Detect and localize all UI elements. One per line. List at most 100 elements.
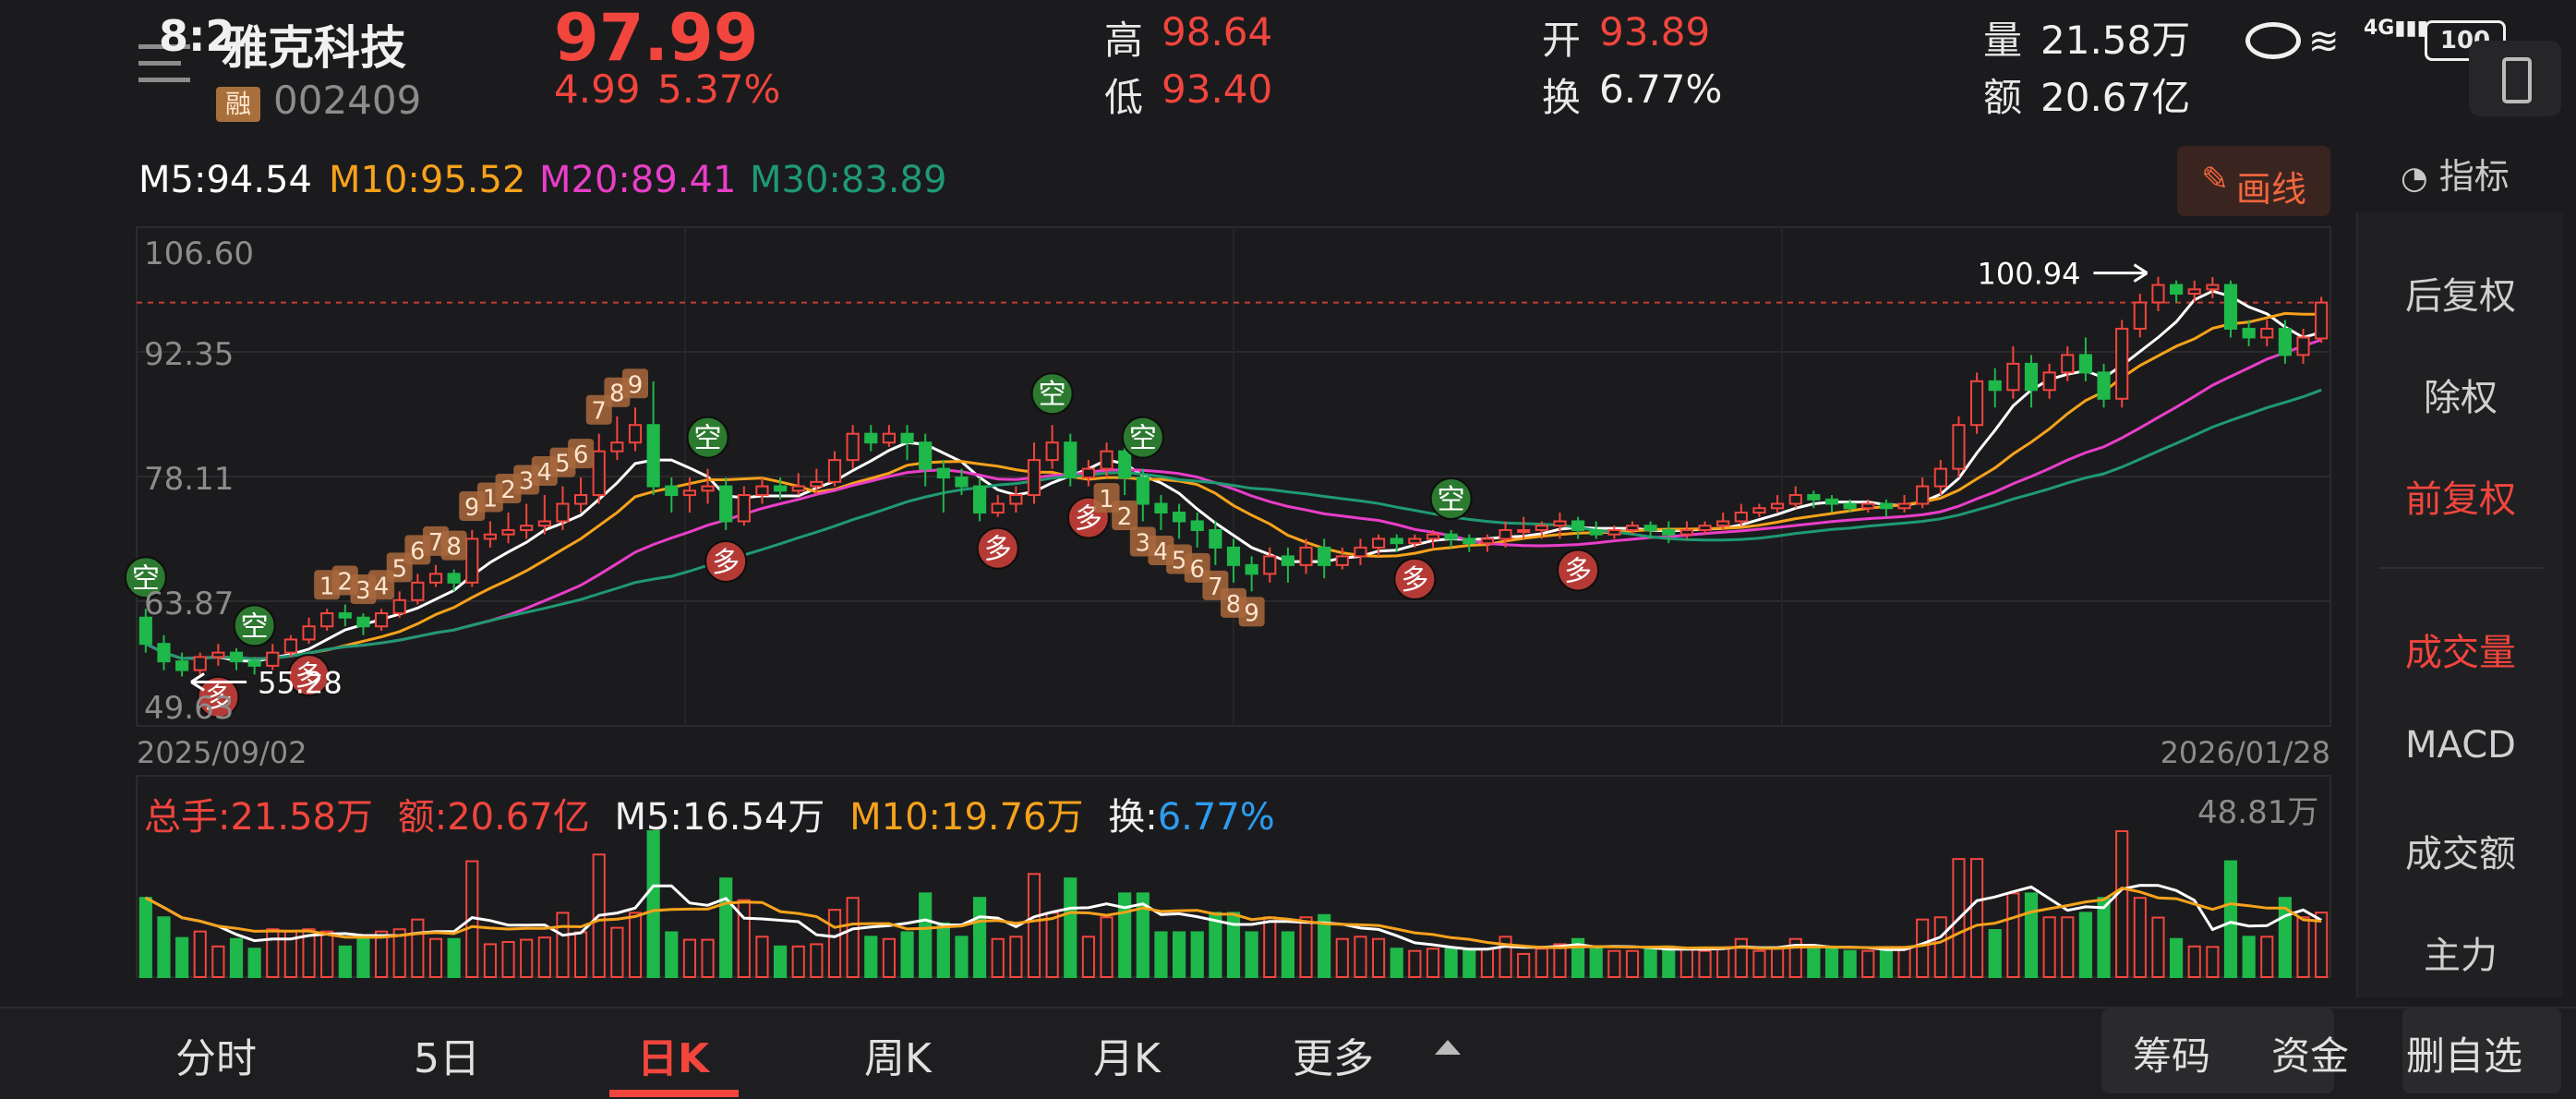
volume-bar	[1009, 936, 1023, 978]
tab-monthly[interactable]: 月K	[1093, 1035, 1161, 1082]
volume-bar	[1662, 945, 1676, 978]
count-text: 3	[1136, 529, 1151, 557]
candle-body	[1209, 528, 1222, 549]
long-signal-text: 多	[1401, 564, 1428, 597]
candle-body	[882, 432, 896, 444]
volume-bar	[320, 930, 334, 979]
volume-bar	[900, 931, 914, 979]
tab-5day[interactable]: 5日	[414, 1035, 480, 1082]
volume-bar	[247, 948, 261, 978]
ma5-line	[145, 289, 2322, 663]
candle-body	[375, 612, 389, 628]
rp-main-force[interactable]: 主力	[2424, 935, 2498, 977]
rp-volume[interactable]: 成交量	[2405, 632, 2516, 674]
candle-body	[537, 520, 551, 527]
open-label: 开	[1542, 18, 1582, 63]
rp-back-adjust[interactable]: 后复权	[2405, 275, 2516, 318]
candle-body	[1535, 525, 1548, 531]
candle-body	[1335, 555, 1349, 566]
candle-body	[2042, 371, 2056, 392]
count-text: 7	[428, 529, 444, 557]
vol-ma5-line	[145, 884, 2322, 951]
tab-daily[interactable]: 日K	[637, 1035, 710, 1082]
candle-body	[1100, 450, 1113, 470]
candle-body	[211, 651, 225, 658]
candle-body	[193, 656, 207, 671]
tab-intraday[interactable]: 分时	[175, 1035, 257, 1082]
candle-body	[900, 432, 914, 444]
volume-bar	[1553, 943, 1567, 978]
volume-bar	[2151, 916, 2165, 978]
volume-bar	[737, 899, 751, 978]
candle-body	[936, 467, 950, 479]
candle-body	[2006, 362, 2020, 392]
volume-bar	[646, 830, 660, 978]
candle-body	[428, 573, 443, 584]
candle-body	[157, 643, 171, 663]
tab-more[interactable]: 更多	[1293, 1035, 1374, 1082]
volume-bar	[1372, 937, 1386, 979]
candle-body	[1263, 555, 1277, 575]
rp-macd[interactable]: MACD	[2405, 724, 2516, 767]
high-value: 98.64	[1162, 9, 1273, 54]
candles	[138, 276, 2329, 677]
candle-body	[520, 525, 534, 531]
volume-m10: M10:19.76万	[849, 796, 1084, 839]
volume-bar	[1081, 936, 1095, 978]
volume-bar	[1480, 948, 1494, 978]
menu-icon[interactable]	[138, 41, 196, 87]
low-arrow-head	[190, 672, 205, 692]
long-signal-text: 多	[295, 660, 323, 693]
volume-bar	[447, 937, 461, 979]
candle-body	[1824, 498, 1839, 505]
candle-body	[2133, 301, 2147, 330]
count-text: 8	[446, 534, 462, 562]
last-price: 97.99	[554, 0, 759, 76]
rp-amount[interactable]: 成交额	[2405, 833, 2516, 876]
candle-body	[501, 528, 515, 536]
count-badge	[568, 439, 595, 469]
count-text: 6	[573, 441, 589, 469]
candle-body	[2260, 327, 2274, 339]
candle-body	[1426, 533, 1440, 540]
volume-bar	[157, 916, 171, 978]
remove-favorite-button[interactable]: 删自选	[2406, 1033, 2523, 1079]
candle-body	[302, 625, 316, 641]
fullscreen-button[interactable]	[2469, 41, 2561, 116]
volume-bar	[2061, 916, 2075, 978]
volume-bar	[138, 897, 152, 978]
count-text: 4	[1153, 538, 1169, 566]
right-panel: 后复权 除权 前复权 成交量 MACD 成交额 主力	[2356, 212, 2563, 997]
volume-bar	[827, 909, 842, 978]
volume-bar	[1390, 948, 1403, 978]
candle-body	[1734, 512, 1748, 523]
rp-ex-rights[interactable]: 除权	[2424, 377, 2498, 419]
candle-body	[1879, 502, 1893, 510]
chips-button[interactable]: 筹码	[2133, 1033, 2211, 1079]
rp-forward-adjust[interactable]: 前复权	[2405, 478, 2516, 521]
count-text: 8	[609, 380, 625, 408]
short-signal-text: 空	[1438, 484, 1465, 516]
y-tick-label: 78.11	[144, 461, 234, 498]
draw-line-button[interactable]: ✎ 画线	[2177, 146, 2330, 216]
candle-body	[1933, 467, 1947, 488]
candle-body	[846, 432, 860, 462]
tab-weekly[interactable]: 周K	[864, 1035, 932, 1082]
candle-body	[1009, 494, 1023, 505]
caret-up-icon[interactable]	[1435, 1040, 1461, 1055]
candle-body	[1281, 555, 1294, 566]
candle-body	[356, 616, 370, 628]
candle-body	[483, 533, 497, 540]
volume-bar	[1517, 952, 1531, 979]
volume-bar	[375, 930, 389, 979]
high-marker-label: 100.94	[1977, 257, 2080, 292]
volume-bar	[1064, 877, 1077, 978]
volume-bar	[2315, 912, 2329, 979]
candle-body	[1045, 441, 1059, 462]
indicator-button[interactable]: ◔ 指标	[2401, 148, 2510, 199]
volume-bar	[1463, 948, 1476, 978]
volume-bar	[520, 938, 534, 979]
funds-button[interactable]: 资金	[2271, 1033, 2350, 1079]
candle-body	[1571, 520, 1585, 531]
